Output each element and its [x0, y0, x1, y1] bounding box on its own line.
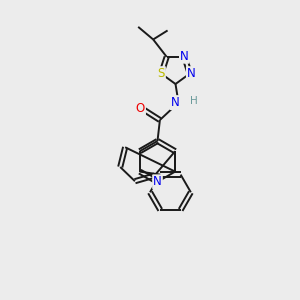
Text: N: N [187, 67, 196, 80]
Text: H: H [190, 96, 197, 106]
Text: N: N [180, 50, 189, 63]
Text: S: S [158, 67, 165, 80]
Text: O: O [136, 101, 145, 115]
Text: N: N [170, 96, 179, 109]
Text: N: N [153, 175, 162, 188]
